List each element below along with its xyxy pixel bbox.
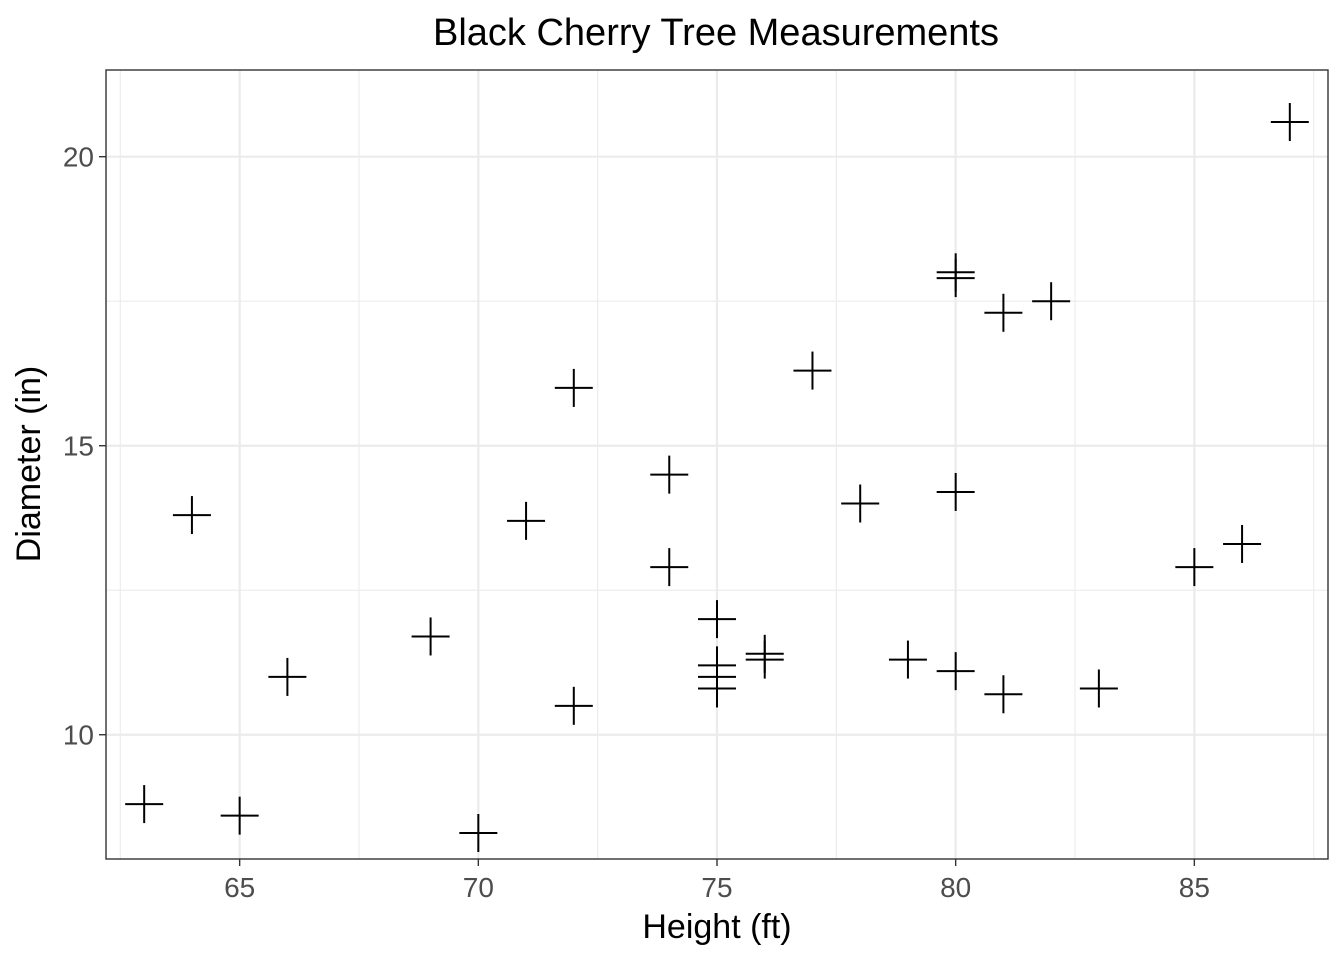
data-point — [841, 484, 880, 523]
data-point — [984, 675, 1023, 714]
data-points — [125, 103, 1309, 852]
gridlines — [106, 70, 1328, 859]
data-point — [1032, 282, 1071, 321]
data-point — [125, 785, 164, 824]
data-point — [936, 652, 975, 691]
y-tick-label: 15 — [63, 431, 94, 462]
x-axis-label: Height (ft) — [642, 908, 791, 946]
data-point — [507, 501, 546, 540]
x-tick-label: 65 — [224, 872, 255, 903]
x-tick-label: 75 — [701, 872, 732, 903]
data-point — [793, 351, 832, 390]
data-point — [650, 455, 689, 494]
data-point — [1270, 103, 1309, 142]
data-point — [698, 600, 736, 639]
x-axis-ticks: 65 70 75 80 85 — [224, 859, 1210, 903]
data-point — [411, 617, 450, 656]
y-axis-label: Diameter (in) — [10, 366, 48, 562]
data-point — [459, 813, 498, 852]
data-point — [268, 657, 307, 696]
y-axis-ticks: 10 15 20 — [63, 142, 106, 751]
data-point — [936, 253, 975, 292]
data-point — [554, 368, 593, 407]
chart-title: Black Cherry Tree Measurements — [433, 12, 999, 54]
data-point — [172, 496, 211, 535]
data-point — [745, 634, 784, 673]
data-point — [888, 640, 927, 679]
data-point — [1079, 669, 1118, 708]
data-point — [698, 646, 736, 685]
x-tick-label: 70 — [463, 872, 494, 903]
x-tick-label: 85 — [1179, 872, 1210, 903]
data-point — [936, 472, 975, 511]
y-tick-label: 10 — [63, 720, 94, 751]
data-point — [984, 293, 1023, 332]
data-point — [220, 796, 259, 835]
data-point — [554, 686, 593, 725]
y-tick-label: 20 — [63, 142, 94, 173]
x-tick-label: 80 — [940, 872, 971, 903]
data-point — [1223, 524, 1262, 563]
data-point — [650, 548, 689, 587]
data-point — [1175, 548, 1214, 587]
